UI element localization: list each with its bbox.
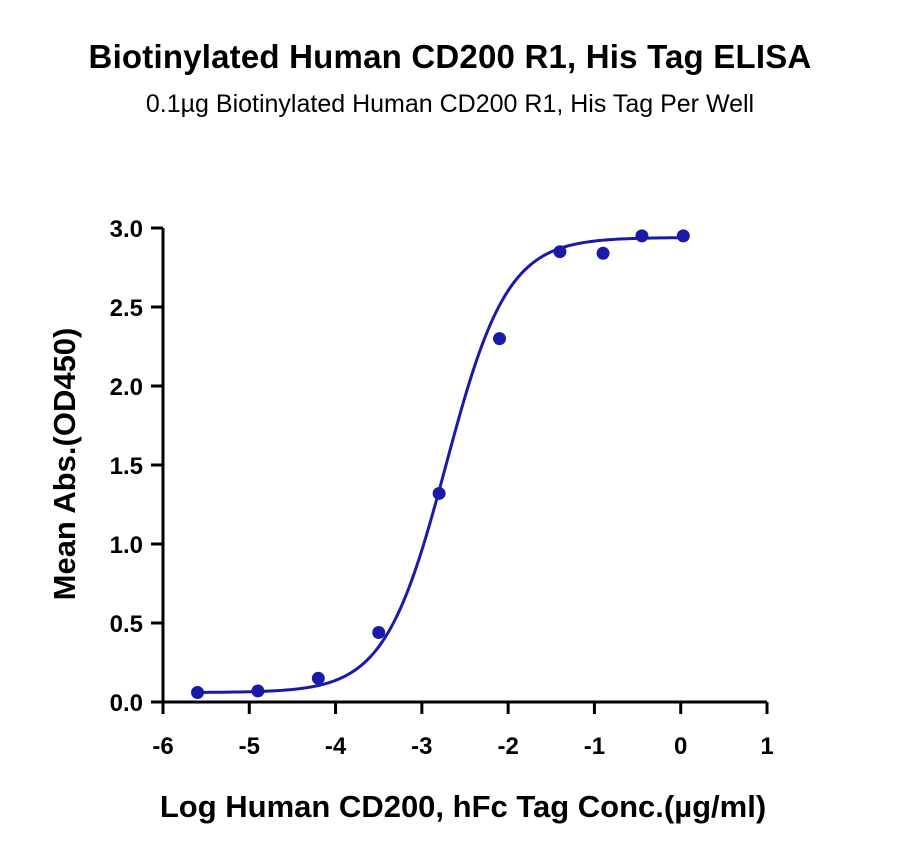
data-point <box>493 332 507 346</box>
y-tick-label: 1.5 <box>110 453 143 480</box>
x-tick-label: -3 <box>411 733 432 760</box>
y-axis-title: Mean Abs.(OD450) <box>47 328 82 601</box>
y-tick-label: 3.0 <box>110 216 143 243</box>
data-point <box>553 245 567 259</box>
x-tick-label: -1 <box>584 733 605 760</box>
fit-curve <box>197 236 684 694</box>
chart-title: Biotinylated Human CD200 R1, His Tag ELI… <box>88 38 812 75</box>
x-tick-label: 0 <box>674 733 687 760</box>
data-point <box>251 684 265 698</box>
y-tick-label: 0.0 <box>110 690 143 717</box>
x-tick-label: -2 <box>497 733 518 760</box>
y-tick-label: 1.0 <box>110 532 143 559</box>
data-point <box>596 246 610 260</box>
data-point <box>191 686 205 700</box>
data-point <box>311 671 325 685</box>
x-tick-label: -6 <box>152 733 173 760</box>
x-tick-label: -5 <box>239 733 260 760</box>
y-tick-label: 0.5 <box>110 611 143 638</box>
ticks: -6 -5 -4 -3 -2 -1 0 1 0.0 0.5 1.0 1.5 2.0 2.5 3.0 <box>110 216 774 760</box>
x-axis-title: Log Human CD200, hFc Tag Conc.(µg/ml) <box>160 789 766 824</box>
chart-subtitle: 0.1µg Biotinylated Human CD200 R1, His T… <box>145 90 755 118</box>
data-points <box>191 229 690 700</box>
data-point <box>372 625 386 639</box>
data-point <box>635 229 649 243</box>
y-tick-label: 2.5 <box>110 295 143 322</box>
axes <box>161 228 767 704</box>
x-tick-label: 1 <box>760 733 773 760</box>
data-point <box>676 229 690 243</box>
x-tick-label: -4 <box>325 733 347 760</box>
data-point <box>432 486 446 500</box>
y-tick-label: 2.0 <box>110 374 143 401</box>
